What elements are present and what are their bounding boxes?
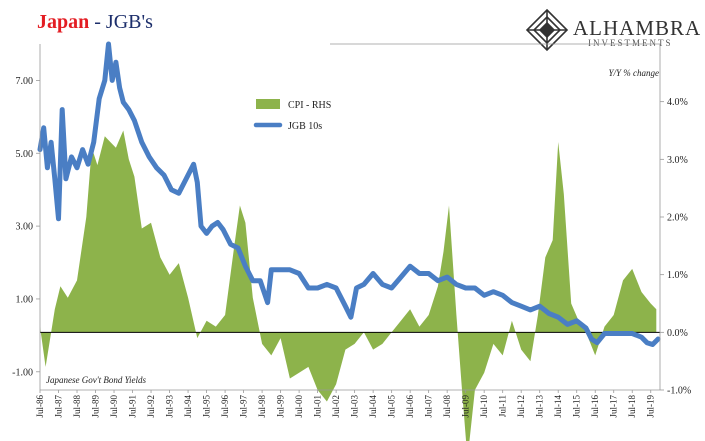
legend-label-cpi: CPI - RHS — [288, 100, 331, 111]
right-tick-label: 4.0% — [667, 97, 688, 108]
right-tick-label: 1.0% — [667, 270, 688, 281]
left-tick-label: 5.00 — [16, 149, 34, 160]
right-tick-label: 3.0% — [667, 155, 688, 166]
title-part1: Japan — [37, 11, 90, 33]
x-ticks: Jul-86 Jul-87 Jul-88 Jul-89 Jul-90 Jul-91 Jul-… — [35, 390, 656, 418]
x-tick-label: Jul-19 — [646, 395, 656, 418]
cpi-area — [40, 130, 657, 441]
x-tick-label: Jul-95 — [202, 395, 212, 418]
x-tick-label: Jul-13 — [535, 395, 545, 418]
right-tick-label: -1.0% — [667, 386, 691, 397]
logo-subtitle: INVESTMENTS — [588, 38, 673, 48]
left-tick-label: 3.00 — [16, 222, 34, 233]
x-tick-label: Jul-87 — [54, 395, 64, 418]
x-tick-label: Jul-03 — [350, 395, 360, 418]
x-tick-label: Jul-08 — [442, 395, 452, 418]
left-tick-label: -1.00 — [12, 367, 33, 378]
x-tick-label: Jul-96 — [220, 395, 230, 418]
jgb-line-layer — [37, 41, 661, 347]
title-part2: JGB's — [105, 11, 153, 33]
legend: CPI - RHS JGB 10s — [253, 99, 331, 132]
x-tick-label: Jul-15 — [572, 395, 582, 418]
legend-swatch-cpi — [256, 99, 280, 109]
jgb-line — [37, 41, 661, 347]
x-tick-label: Jul-99 — [276, 395, 286, 418]
x-tick-label: Jul-94 — [183, 395, 193, 418]
x-tick-label: Jul-04 — [368, 395, 378, 418]
right-tick-label: 0.0% — [667, 328, 688, 339]
cpi-area-layer — [40, 130, 657, 441]
x-tick-label: Jul-98 — [257, 395, 267, 418]
x-tick-label: Jul-92 — [146, 395, 156, 418]
x-tick-label: Jul-86 — [35, 395, 45, 418]
x-tick-label: Jul-05 — [387, 395, 397, 418]
bottom-left-annotation: Japanese Gov't Bond Yields — [46, 375, 146, 385]
x-tick-label: Jul-89 — [91, 395, 101, 418]
x-tick-label: Jul-11 — [498, 395, 508, 417]
x-tick-label: Jul-12 — [516, 395, 526, 418]
x-tick-label: Jul-00 — [294, 395, 304, 418]
x-tick-label: Jul-90 — [109, 395, 119, 418]
x-tick-label: Jul-97 — [239, 395, 249, 418]
right-axis-annotation: Y/Y % change — [609, 68, 660, 78]
chart-title: Japan - JGB's — [37, 11, 153, 34]
right-y-ticks: -1.0% 0.0% 1.0% 2.0% 3.0% 4.0% — [660, 97, 691, 397]
x-tick-label: Jul-91 — [128, 395, 138, 418]
x-tick-label: Jul-16 — [590, 395, 600, 418]
legend-label-jgb: JGB 10s — [288, 121, 322, 132]
left-y-ticks: -1.00 1.00 3.00 5.00 7.00 — [12, 76, 40, 378]
x-tick-label: Jul-17 — [609, 395, 619, 418]
x-tick-label: Jul-09 — [461, 395, 471, 418]
x-tick-label: Jul-14 — [553, 395, 563, 418]
x-tick-label: Jul-01 — [313, 395, 323, 418]
x-tick-label: Jul-93 — [165, 395, 175, 418]
left-tick-label: 7.00 — [16, 76, 34, 87]
alhambra-diamond-icon — [525, 8, 569, 52]
x-tick-label: Jul-02 — [331, 395, 341, 418]
x-tick-label: Jul-06 — [405, 395, 415, 418]
logo-name: ALHAMBRA — [573, 16, 702, 40]
title-separator: - — [89, 11, 106, 33]
x-tick-label: Jul-88 — [72, 395, 82, 418]
left-tick-label: 1.00 — [16, 294, 34, 305]
right-tick-label: 2.0% — [667, 213, 688, 224]
x-tick-label: Jul-18 — [627, 395, 637, 418]
alhambra-logo: ALHAMBRA INVESTMENTS — [523, 8, 705, 52]
x-tick-label: Jul-10 — [479, 395, 489, 418]
x-tick-label: Jul-07 — [424, 395, 434, 418]
